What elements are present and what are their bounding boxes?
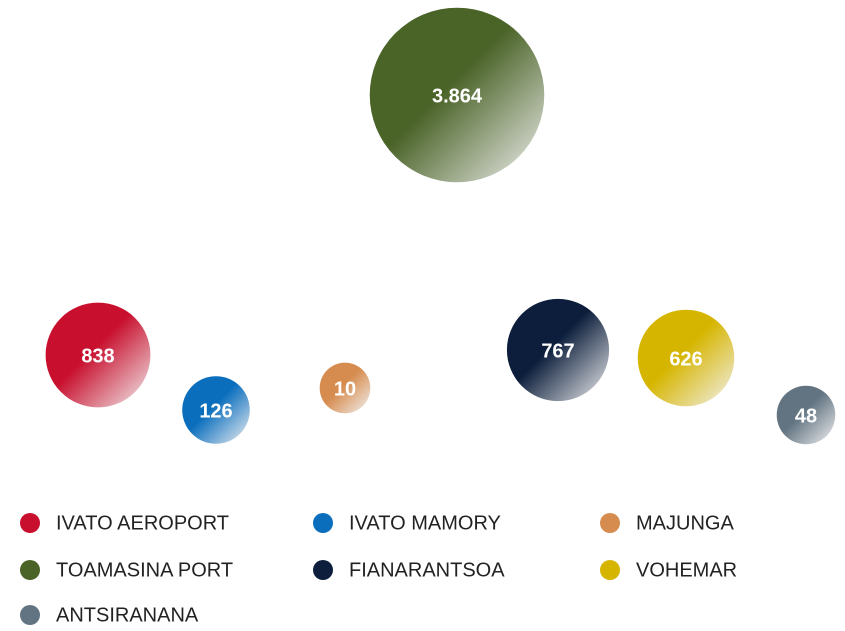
legend-label: TOAMASINA PORT xyxy=(56,559,233,581)
legend-label: MAJUNGA xyxy=(636,512,734,534)
legend-swatch xyxy=(20,513,40,533)
legend-label: IVATO AEROPORT xyxy=(56,512,229,534)
value-label: 126 xyxy=(199,400,232,422)
legend-label: VOHEMAR xyxy=(636,559,737,581)
value-label: 767 xyxy=(541,340,574,362)
legend-label: FIANARANTSOA xyxy=(349,559,505,581)
legend-swatch xyxy=(600,560,620,580)
legend-swatch xyxy=(20,605,40,625)
value-label: 626 xyxy=(669,348,702,370)
value-label: 10 xyxy=(334,378,356,400)
bubble xyxy=(369,7,545,183)
value-label: 3.864 xyxy=(432,85,483,107)
value-label: 48 xyxy=(795,405,817,427)
legend-label: IVATO MAMORY xyxy=(349,512,501,534)
bubble xyxy=(45,302,151,408)
bubble xyxy=(319,362,371,414)
bubble xyxy=(506,298,610,402)
legend-swatch xyxy=(600,513,620,533)
bubble xyxy=(637,309,735,407)
legend-swatch xyxy=(20,560,40,580)
legend-label: ANTSIRANANA xyxy=(56,604,199,626)
bubble xyxy=(776,385,836,445)
bubble xyxy=(182,376,250,444)
legend-swatch xyxy=(313,513,333,533)
legend-swatch xyxy=(313,560,333,580)
value-label: 838 xyxy=(81,345,114,367)
